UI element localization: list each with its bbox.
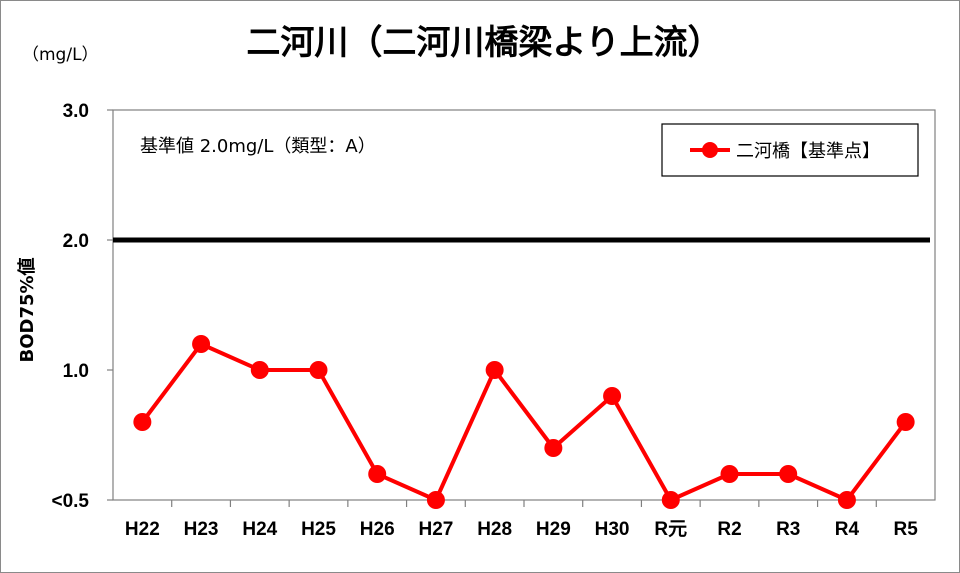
data-point-H23 (192, 335, 211, 353)
x-tick-label: H27 (418, 519, 453, 540)
data-point-H25 (309, 361, 328, 379)
legend-label: 二河橋【基準点】 (736, 141, 880, 162)
series-line-path (140, 342, 908, 502)
data-point-R元 (661, 491, 680, 509)
y-tick-label: <0.5 (51, 491, 89, 512)
data-point-H27 (426, 491, 445, 509)
standard-value-note: 基準値 2.0mg/L（類型：A） (140, 136, 376, 157)
data-point-H22 (133, 413, 152, 431)
series-line (133, 335, 915, 509)
x-tick-label: R5 (893, 519, 918, 540)
x-tick-label: H26 (360, 519, 395, 540)
data-point-H28 (485, 361, 504, 379)
y-tick-label: 2.0 (63, 231, 89, 252)
y-axis-ticks: 3.0 2.0 1.0 <0.5 (51, 101, 113, 512)
y-tick-label: 3.0 (63, 101, 89, 122)
x-tick-label: R3 (776, 519, 800, 540)
data-point-H26 (368, 465, 387, 483)
x-tick-label: H30 (595, 519, 630, 540)
x-tick-label: H24 (242, 519, 277, 540)
x-tick-label: H29 (536, 519, 571, 540)
data-point-R4 (837, 491, 856, 509)
x-tick-label: H25 (301, 519, 336, 540)
data-point-R5 (896, 413, 915, 431)
y-tick-label: 1.0 (63, 361, 89, 382)
data-point-R3 (779, 465, 798, 483)
chart-title: 二河川（二河川橋梁より上流） (246, 23, 721, 63)
x-axis-ticks: H22 H23 H24 H25 H26 H27 H28 H29 H30 R元 R2 R3 R4 R5 (125, 500, 918, 540)
data-point-H24 (250, 361, 269, 379)
x-tick-label: R2 (717, 519, 741, 540)
data-point-H30 (603, 387, 622, 405)
x-tick-label: R4 (835, 519, 860, 540)
y-axis-label: BOD75%値 (16, 257, 38, 362)
data-point-H29 (544, 439, 563, 457)
x-tick-label: H23 (184, 519, 219, 540)
x-tick-label: H22 (125, 519, 160, 540)
legend: 二河橋【基準点】 (661, 123, 919, 177)
data-point-R2 (720, 465, 739, 483)
x-tick-label: H28 (477, 519, 512, 540)
legend-marker-swatch (702, 142, 718, 158)
x-tick-label: R元 (654, 519, 687, 540)
unit-label: （mg/L） (22, 45, 99, 65)
